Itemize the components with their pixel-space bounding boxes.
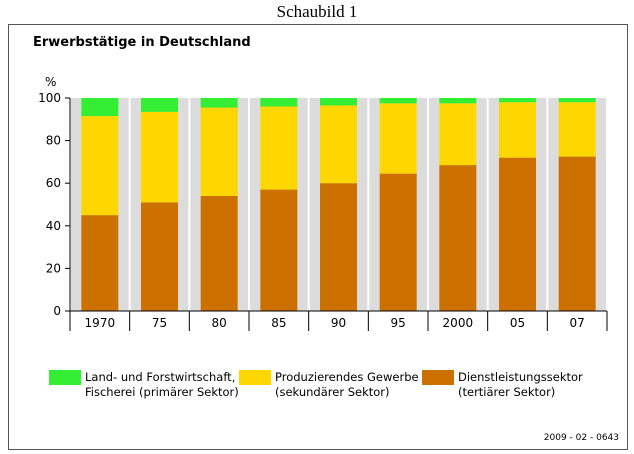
legend-label-tertiary: Dienstleistungssektor (tertiärer Sektor) xyxy=(458,370,583,399)
bar-tertiary-75 xyxy=(141,202,178,311)
x-tick-label: 80 xyxy=(212,316,227,330)
bar-tertiary-07 xyxy=(558,156,596,311)
x-tick-label: 95 xyxy=(391,316,406,330)
bar-tertiary-95 xyxy=(379,173,417,311)
bar-secondary-2000 xyxy=(439,103,477,166)
x-tick-label: 2000 xyxy=(443,316,474,330)
bar-primary-75 xyxy=(141,98,178,112)
bar-tertiary-05 xyxy=(499,157,536,311)
bar-secondary-80 xyxy=(200,107,238,196)
bar-primary-85 xyxy=(260,98,298,107)
x-tick-label: 07 xyxy=(570,316,585,330)
bar-primary-05 xyxy=(499,98,536,103)
bar-secondary-85 xyxy=(260,106,298,190)
legend-swatch-primary xyxy=(49,370,81,385)
bar-secondary-95 xyxy=(379,103,417,174)
legend-item-secondary: Produzierendes Gewerbe (sekundärer Sekto… xyxy=(239,370,419,400)
bar-primary-07 xyxy=(558,98,596,103)
legend-swatch-tertiary xyxy=(422,370,454,385)
y-tick-label: 20 xyxy=(46,261,61,275)
chart-frame: Erwerbstätige in Deutschland 0 20 40 60 80 10… xyxy=(8,24,628,450)
bar-tertiary-85 xyxy=(260,189,298,311)
bar-primary-1970 xyxy=(81,98,119,117)
bar-secondary-90 xyxy=(320,105,357,184)
bar-primary-90 xyxy=(320,98,357,106)
x-tick-label: 85 xyxy=(271,316,286,330)
bar-tertiary-80 xyxy=(200,195,238,311)
y-tick-label: 100 xyxy=(38,91,61,105)
y-tick-label: 60 xyxy=(46,176,61,190)
bar-tertiary-2000 xyxy=(439,165,477,311)
legend-item-tertiary: Dienstleistungssektor (tertiärer Sektor) xyxy=(422,370,583,400)
document-code: 2009 - 02 - 0643 xyxy=(543,433,619,443)
bar-secondary-1970 xyxy=(81,116,119,216)
x-tick-label: 75 xyxy=(152,316,167,330)
bar-secondary-07 xyxy=(558,102,596,157)
bar-tertiary-90 xyxy=(320,183,357,311)
y-tick-label: 0 xyxy=(53,304,61,318)
legend-label-primary: Land- und Forstwirtschaft, Fischerei (pr… xyxy=(85,370,239,399)
legend-label-secondary: Produzierendes Gewerbe (sekundärer Sekto… xyxy=(275,370,419,399)
bar-tertiary-1970 xyxy=(81,215,119,311)
bar-primary-2000 xyxy=(439,98,477,104)
bar-primary-80 xyxy=(200,98,238,108)
y-tick-label: 40 xyxy=(46,219,61,233)
x-tick-label: 05 xyxy=(510,316,525,330)
bar-secondary-05 xyxy=(499,102,536,158)
y-tick-label: 80 xyxy=(46,134,61,148)
figure-caption: Schaubild 1 xyxy=(276,2,358,21)
bar-primary-95 xyxy=(379,98,417,104)
chart-title: Erwerbstätige in Deutschland xyxy=(33,35,251,50)
legend-item-primary: Land- und Forstwirtschaft, Fischerei (pr… xyxy=(49,370,239,400)
x-tick-label: 1970 xyxy=(85,316,116,330)
bar-secondary-75 xyxy=(141,111,178,203)
stacked-bar-chart: 0 20 40 60 80 100% 1970 75 80 85 90 95 2000 05 07 xyxy=(38,75,608,331)
y-axis-label: % xyxy=(45,75,56,89)
x-tick-label: 90 xyxy=(331,316,346,330)
legend-swatch-secondary xyxy=(239,370,271,385)
